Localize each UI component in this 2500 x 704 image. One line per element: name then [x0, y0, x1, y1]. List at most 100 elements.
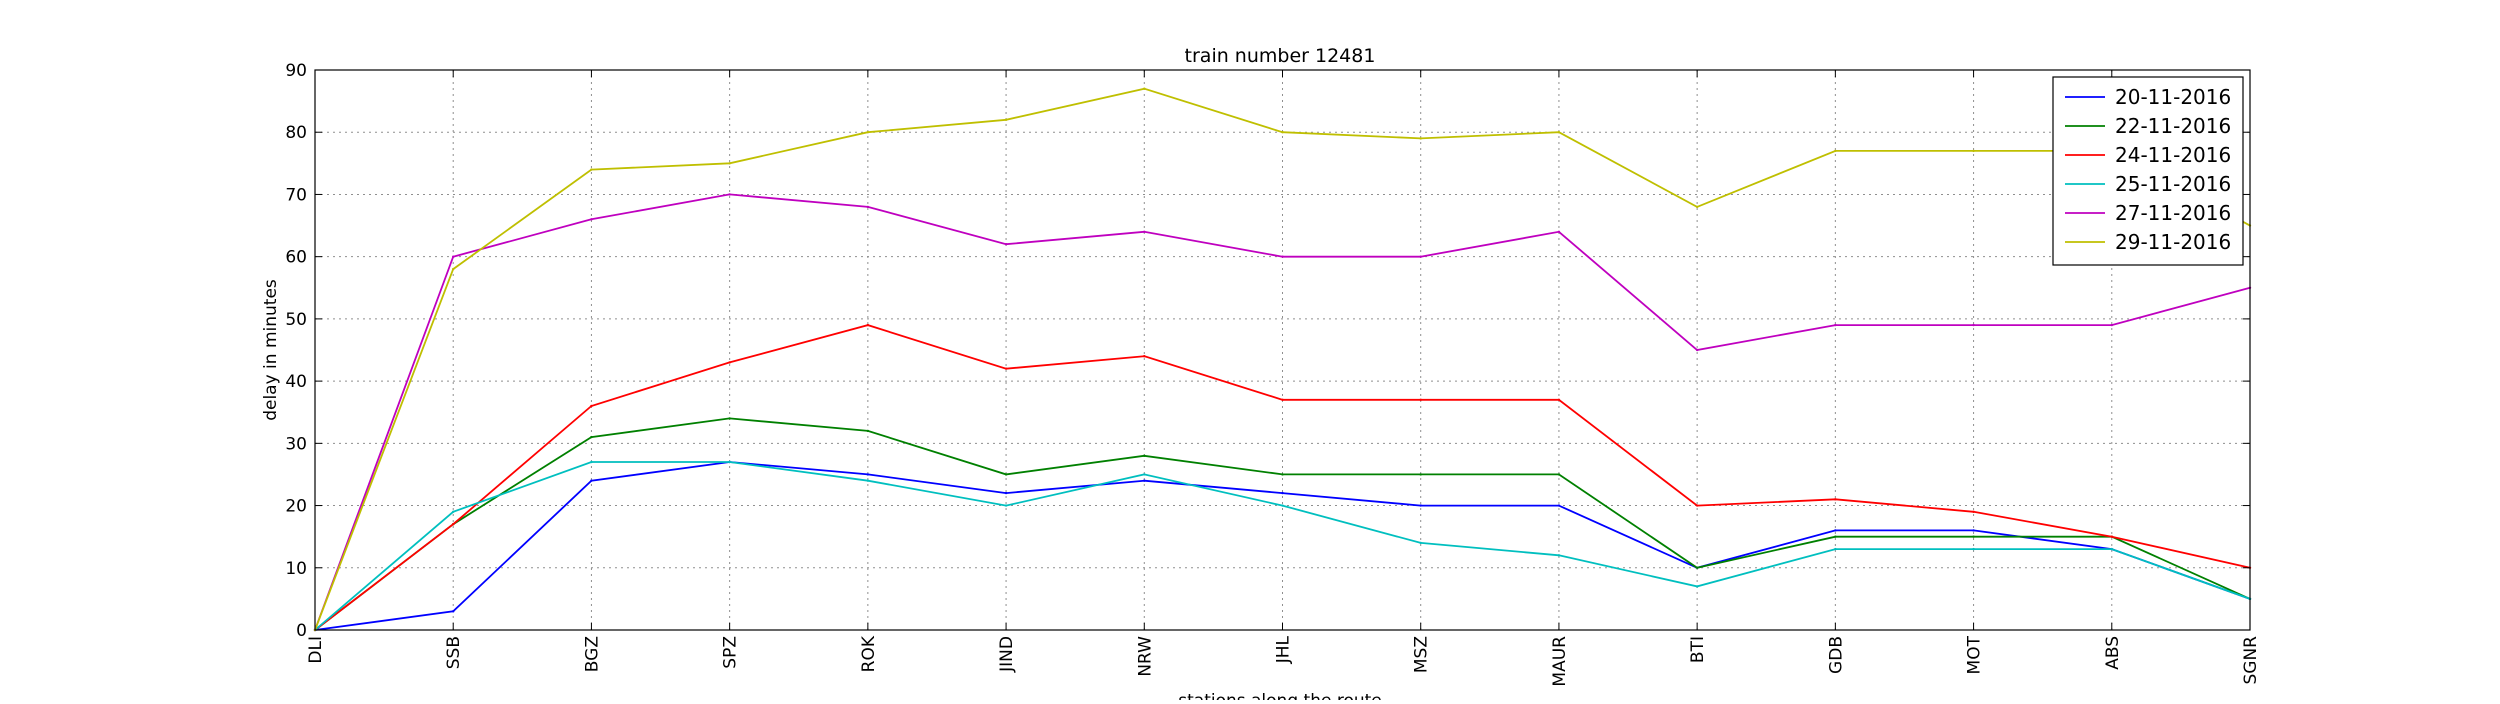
legend-label: 27-11-2016 [2115, 201, 2231, 225]
data-point [1281, 504, 1284, 507]
data-point [1281, 473, 1284, 476]
data-point [1281, 491, 1284, 495]
x-tick-label: ABS [2103, 636, 2123, 670]
axis-ticks: 0 10 20 30 40 50 60 70 80 90 DLI SSB BGZ SPZ ROK JIND NR… [285, 61, 2261, 687]
data-point [1695, 504, 1699, 507]
data-point [1834, 535, 1837, 538]
data-point [866, 205, 870, 209]
data-point [1972, 535, 1975, 538]
x-tick-label: JHL [1274, 635, 1294, 664]
y-axis-label: delay in minutes [261, 279, 281, 421]
data-point [1834, 323, 1837, 327]
data-point [728, 460, 731, 464]
data-point [590, 404, 593, 408]
legend-item: 24-11-2016 [2065, 143, 2231, 167]
data-point [1972, 323, 1975, 327]
x-tick-label: SPZ [721, 636, 741, 669]
chart-title: train number 12481 [1185, 45, 1376, 67]
data-point [452, 267, 455, 271]
data-point [1695, 585, 1699, 588]
y-tick-label: 40 [285, 372, 307, 392]
data-point [2110, 547, 2113, 551]
data-point [1419, 541, 1422, 545]
data-point [1695, 566, 1699, 569]
data-point [590, 435, 593, 439]
data-point [1143, 87, 1146, 90]
data-point [728, 162, 731, 165]
data-point [728, 417, 731, 420]
data-point [1972, 510, 1975, 513]
data-point [866, 323, 870, 327]
x-tick-label: ROK [859, 635, 879, 672]
series-lines [313, 87, 2252, 632]
data-point [1004, 367, 1008, 370]
data-point [1281, 398, 1284, 401]
data-point [1972, 547, 1975, 551]
y-tick-label: 30 [285, 434, 307, 454]
x-tick-label: DLI [306, 636, 326, 664]
data-point [1419, 504, 1422, 507]
data-point [1834, 529, 1837, 532]
data-point [1143, 355, 1146, 358]
data-point [1281, 255, 1284, 258]
data-point [1834, 498, 1837, 501]
x-tick-label: NRW [1135, 636, 1155, 677]
x-tick-label: SSB [444, 636, 464, 669]
data-point [1557, 131, 1561, 134]
data-point [866, 473, 870, 476]
data-point [1143, 454, 1146, 457]
series-25-11-2016 [313, 460, 2252, 632]
data-point [1143, 473, 1146, 476]
data-point [1004, 473, 1008, 476]
legend-item: 27-11-2016 [2065, 201, 2231, 225]
x-tick-label: MOT [1965, 635, 1985, 674]
data-point [1972, 149, 1975, 153]
grid [315, 70, 2250, 630]
data-point [1004, 504, 1008, 507]
data-point [1143, 479, 1146, 482]
data-point [1695, 348, 1699, 352]
y-tick-label: 70 [285, 185, 307, 205]
data-point [1004, 118, 1008, 121]
x-tick-label: SGNR [2241, 636, 2261, 685]
legend-item: 20-11-2016 [2065, 85, 2231, 109]
data-point [452, 510, 455, 513]
data-point [2110, 535, 2113, 538]
x-tick-label: JIND [997, 636, 1017, 673]
data-point [2110, 323, 2113, 327]
y-tick-label: 60 [285, 248, 307, 268]
legend-item: 25-11-2016 [2065, 172, 2231, 196]
y-tick-label: 10 [285, 559, 307, 579]
data-point [1557, 398, 1561, 401]
y-tick-label: 20 [285, 497, 307, 517]
data-point [728, 361, 731, 364]
data-point [1143, 230, 1146, 233]
data-point [728, 193, 731, 196]
data-point [590, 168, 593, 171]
data-point [452, 255, 455, 258]
data-point [1419, 137, 1422, 140]
legend-item: 22-11-2016 [2065, 114, 2231, 138]
y-tick-label: 80 [285, 123, 307, 143]
data-point [1834, 547, 1837, 551]
data-point [452, 523, 455, 526]
data-point [866, 131, 870, 134]
legend-label: 25-11-2016 [2115, 172, 2231, 196]
data-point [1834, 149, 1837, 153]
data-point [1281, 131, 1284, 134]
data-point [1557, 504, 1561, 507]
data-point [1557, 554, 1561, 557]
series-24-11-2016 [313, 323, 2252, 632]
series-29-11-2016 [313, 87, 2252, 632]
legend-item: 29-11-2016 [2065, 230, 2231, 254]
data-point [1004, 491, 1008, 495]
legend-label: 20-11-2016 [2115, 85, 2231, 109]
data-point [1419, 473, 1422, 476]
series-27-11-2016 [313, 193, 2252, 632]
data-point [866, 429, 870, 433]
x-tick-label: MAUR [1550, 636, 1570, 687]
y-tick-label: 0 [296, 621, 307, 641]
data-point [1972, 529, 1975, 532]
